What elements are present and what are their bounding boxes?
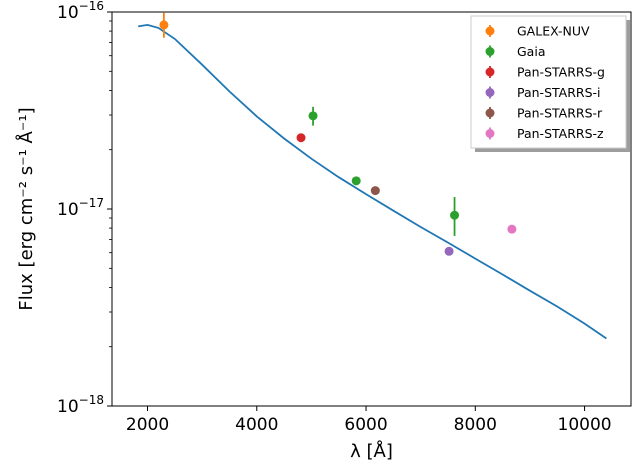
legend-label-3: Pan-STARRS-i <box>517 85 601 100</box>
legend-label-1: Gaia <box>517 44 545 59</box>
legend-label-2: Pan-STARRS-g <box>517 65 605 80</box>
data-point-1-0 <box>308 111 318 121</box>
model-curve-line <box>138 23 607 340</box>
data-point-1-1 <box>351 176 361 186</box>
axis-ticks: 2000 4000 6000 8000 10000 10−18 10−17 10−16 <box>57 0 612 435</box>
x-tick-label-1: 4000 <box>235 415 278 435</box>
legend-box <box>470 15 627 149</box>
legend-marker-5 <box>485 129 495 138</box>
legend-marker-3 <box>485 88 495 97</box>
legend-marker-1 <box>485 47 495 56</box>
x-tick-label-0: 2000 <box>126 415 169 435</box>
plot-frame <box>111 11 632 407</box>
data-point-5-0 <box>507 224 517 234</box>
data-point-1-2 <box>450 210 460 220</box>
legend-label-0: GALEX-NUV <box>517 24 590 39</box>
x-tick-label-3: 8000 <box>454 415 497 435</box>
legend-label-5: Pan-STARRS-z <box>517 126 604 141</box>
data-point-3-0 <box>444 246 454 256</box>
x-axis-label: λ [Å] <box>350 440 393 462</box>
data-point-2-0 <box>296 133 306 143</box>
data-point-4-0 <box>370 186 380 196</box>
y-tick-label-1: 10−17 <box>57 196 104 220</box>
x-tick-label-2: 6000 <box>344 415 387 435</box>
y-axis-label: Flux [erg cm⁻² s⁻¹ Å⁻¹] <box>15 107 37 310</box>
model-curve-layer <box>138 23 607 340</box>
y-tick-label-2: 10−16 <box>57 0 104 23</box>
y-tick-label-0: 10−18 <box>57 393 104 417</box>
legend-marker-4 <box>485 108 495 118</box>
legend-items: GALEX-NUV Gaia Pan-STARRS-g Pan-STARRS-i Pan… <box>485 24 605 141</box>
legend: GALEX-NUV Gaia Pan-STARRS-g Pan-STARRS-i Pan… <box>470 15 630 152</box>
data-points-layer <box>159 12 517 256</box>
x-tick-label-4: 10000 <box>558 415 612 435</box>
legend-marker-0 <box>485 26 495 36</box>
data-point-0-0 <box>159 20 169 30</box>
legend-marker-2 <box>485 67 495 77</box>
legend-label-4: Pan-STARRS-r <box>517 106 603 121</box>
